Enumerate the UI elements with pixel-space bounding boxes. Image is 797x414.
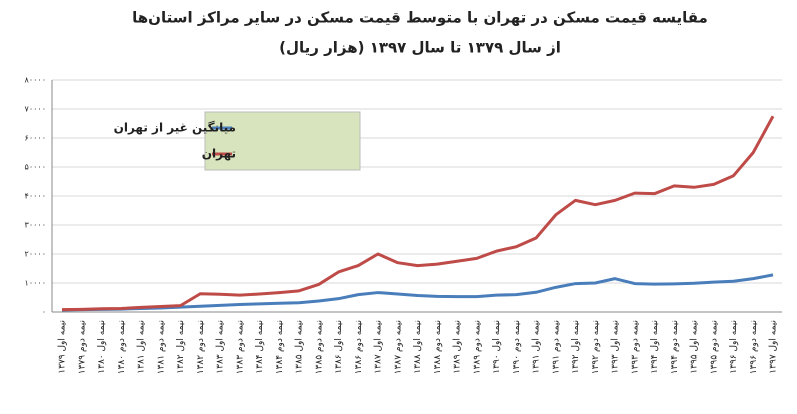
x-tick-label: نیمه اول ۱۳۸۴ xyxy=(255,320,265,374)
x-tick-label: نیمه دوم ۱۳۹۳ xyxy=(630,320,640,374)
x-tick-label: نیمه اول ۱۳۸۳ xyxy=(216,320,226,374)
x-tick-label: نیمه دوم ۱۳۹۵ xyxy=(709,320,719,374)
legend-label: تهران xyxy=(202,147,236,161)
x-tick-label: نیمه دوم ۱۳۸۴ xyxy=(275,320,285,374)
y-tick-label: ۰ xyxy=(42,308,46,317)
x-tick-label: نیمه دوم ۱۳۷۹ xyxy=(77,320,87,374)
x-tick-label: نیمه دوم ۱۳۸۲ xyxy=(196,320,206,374)
x-tick-label: نیمه دوم ۱۳۸۵ xyxy=(314,320,324,374)
y-tick-label: ۵۰۰۰۰ xyxy=(25,163,46,172)
legend-box xyxy=(204,111,361,171)
x-tick-label: نیمه اول ۱۳۸۶ xyxy=(334,320,344,374)
x-tick-label: نیمه اول ۱۳۸۹ xyxy=(453,320,463,374)
x-tick-label: نیمه دوم ۱۳۸۹ xyxy=(472,320,482,374)
x-tick-label: نیمه اول ۱۳۸۵ xyxy=(295,320,305,374)
x-tick-label: نیمه اول ۱۳۹۷ xyxy=(769,320,779,374)
x-tick-label: نیمه دوم ۱۳۹۶ xyxy=(749,320,759,374)
x-tick-label: نیمه اول ۱۳۹۱ xyxy=(532,320,542,374)
x-tick-label: نیمه دوم ۱۳۹۴ xyxy=(670,320,680,374)
y-tick-label: ۳۰۰۰۰ xyxy=(25,221,46,230)
x-tick-label: نیمه اول ۱۳۸۲ xyxy=(176,320,186,374)
x-tick-label: نیمه اول ۱۳۹۴ xyxy=(650,320,660,374)
x-tick-label: نیمه دوم ۱۳۸۸ xyxy=(433,320,443,374)
y-tick-label: ۴۰۰۰۰ xyxy=(25,192,46,201)
x-tick-label: نیمه اول ۱۳۸۱ xyxy=(137,320,147,374)
x-tick-label: نیمه دوم ۱۳۸۶ xyxy=(354,320,364,374)
x-tick-label: نیمه اول ۱۳۹۶ xyxy=(729,320,739,374)
y-tick-label: ۷۰۰۰۰ xyxy=(25,105,46,114)
x-tick-label: نیمه اول ۱۳۸۰ xyxy=(97,320,107,374)
x-tick-label: نیمه دوم ۱۳۹۰ xyxy=(512,320,522,374)
x-tick-label: نیمه دوم ۱۳۸۷ xyxy=(393,320,403,374)
y-tick-label: ۲۰۰۰۰ xyxy=(25,250,46,259)
x-tick-label: نیمه اول ۱۳۸۸ xyxy=(413,320,423,374)
x-tick-label: نیمه اول ۱۳۹۵ xyxy=(690,320,700,374)
chart-title: مقایسه قیمت مسکن در تهران با متوسط قیمت … xyxy=(132,9,708,27)
x-tick-label: نیمه دوم ۱۳۸۳ xyxy=(235,320,245,374)
x-tick-label: نیمه دوم ۱۳۹۲ xyxy=(591,320,601,374)
x-tick-label: نیمه اول ۱۳۹۲ xyxy=(571,320,581,374)
legend-label: میانگین غیر از تهران xyxy=(114,121,236,135)
x-tick-label: نیمه دوم ۱۳۸۱ xyxy=(156,320,166,374)
x-tick-label: نیمه دوم ۱۳۹۱ xyxy=(551,320,561,374)
x-tick-label: نیمه اول ۱۳۹۰ xyxy=(492,320,502,374)
x-tick-label: نیمه اول ۱۳۸۷ xyxy=(374,320,384,374)
x-tick-label: نیمه اول ۱۳۷۹ xyxy=(58,320,68,374)
y-tick-label: ۶۰۰۰۰ xyxy=(25,134,46,143)
y-tick-label: ۸۰۰۰۰ xyxy=(25,76,46,85)
chart-subtitle: از سال ۱۳۷۹ تا سال ۱۳۹۷ (هزار ریال) xyxy=(279,39,561,57)
y-tick-label: ۱۰۰۰۰ xyxy=(25,279,46,288)
x-tick-label: نیمه اول ۱۳۹۳ xyxy=(611,320,621,374)
x-tick-label: نیمه دوم ۱۳۸۰ xyxy=(117,320,127,374)
series-line xyxy=(61,115,775,312)
